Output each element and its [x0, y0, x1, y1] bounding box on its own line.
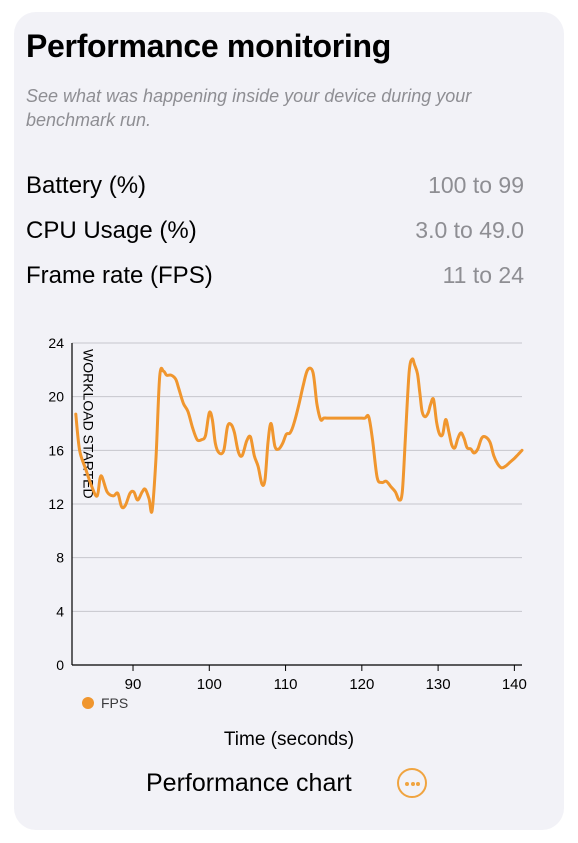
x-tick-label: 120 — [349, 676, 374, 693]
performance-card — [14, 12, 564, 830]
dot — [416, 781, 420, 786]
y-tick-label: 8 — [56, 550, 64, 566]
x-tick-label: 110 — [274, 676, 298, 693]
y-tick-label: 16 — [48, 442, 64, 458]
metric-label: CPU Usage (%) — [26, 217, 197, 244]
legend-swatch-fps — [82, 697, 94, 709]
dot — [405, 781, 409, 786]
y-tick-label: 20 — [48, 389, 64, 405]
chart-footer-label: Performance chart — [146, 769, 352, 797]
page-title: Performance monitoring — [26, 28, 392, 64]
x-tick-label: 140 — [502, 676, 527, 693]
y-tick-label: 0 — [56, 657, 64, 673]
workload-started-annotation: WORKLOAD STARTED — [80, 349, 96, 499]
page-subtitle: See what was happening inside your devic… — [26, 86, 472, 130]
y-tick-label: 24 — [48, 335, 64, 351]
x-axis-title: Time (seconds) — [223, 729, 355, 750]
metric-row-battery: Battery (%) 100 to 99 — [26, 172, 524, 202]
x-tick-label: 90 — [125, 676, 142, 693]
ellipsis-circle-icon[interactable] — [397, 768, 427, 798]
metric-row-fps: Frame rate (FPS) 11 to 24 — [26, 262, 524, 292]
metric-value: 100 to 99 — [428, 172, 524, 198]
legend-label-fps: FPS — [101, 695, 128, 711]
x-tick-label: 100 — [197, 676, 222, 693]
metric-row-cpu: CPU Usage (%) 3.0 to 49.0 — [26, 217, 524, 247]
dot — [410, 781, 415, 786]
y-tick-label: 4 — [56, 603, 64, 619]
metric-label: Battery (%) — [26, 172, 147, 199]
series-line-fps — [74, 357, 524, 514]
metric-value: 11 to 24 — [442, 262, 524, 288]
metric-label: Frame rate (FPS) — [26, 262, 213, 289]
y-tick-label: 12 — [48, 496, 64, 512]
metric-value: 3.0 to 49.0 — [415, 217, 524, 243]
x-tick-label: 130 — [426, 676, 451, 693]
